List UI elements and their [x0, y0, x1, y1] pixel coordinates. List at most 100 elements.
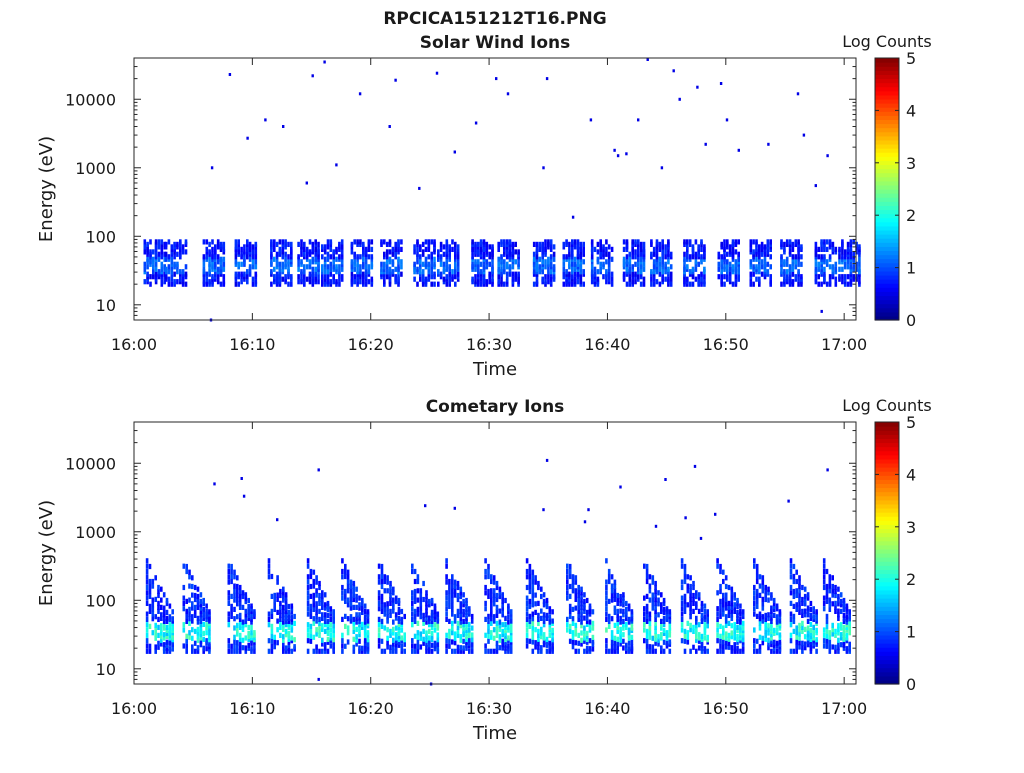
colorbar-segment — [875, 622, 899, 628]
heatmap-cell — [385, 249, 389, 255]
heatmap-cell — [495, 592, 499, 599]
heatmap-cell — [691, 281, 695, 287]
heatmap-cell — [531, 578, 535, 585]
heatmap-cell — [361, 648, 364, 654]
heatmap-cell — [241, 604, 245, 610]
heatmap-cell — [355, 612, 358, 618]
heatmap-cell — [202, 630, 205, 636]
heatmap-cell — [267, 611, 271, 617]
heatmap-cell — [377, 638, 381, 644]
heatmap-cell — [761, 575, 765, 581]
heatmap-cell — [605, 616, 608, 622]
colorbar-segment — [875, 512, 899, 517]
heatmap-cell — [501, 595, 504, 601]
heatmap-cell — [497, 274, 500, 280]
heatmap-cell — [792, 613, 796, 619]
heatmap-cell — [532, 241, 536, 247]
heatmap-cell — [736, 603, 739, 610]
heatmap-cell — [752, 239, 755, 245]
colorbar-segment — [875, 62, 899, 67]
heatmap-cell — [588, 619, 592, 625]
heatmap-cell — [719, 643, 722, 649]
heatmap-cell — [697, 274, 700, 280]
heatmap-cell — [791, 246, 795, 252]
heatmap-cell — [290, 241, 293, 247]
heatmap-cell — [184, 249, 188, 255]
heatmap-cell — [760, 259, 764, 265]
heatmap-cell — [528, 623, 532, 629]
heatmap-cell — [525, 627, 529, 633]
colorbar-segment — [875, 516, 899, 521]
heatmap-cell — [392, 590, 395, 596]
heatmap-cell — [842, 618, 846, 624]
heatmap-cell — [170, 274, 174, 280]
heatmap-cell — [202, 239, 206, 245]
heatmap-cell — [250, 608, 253, 615]
heatmap-cell — [433, 261, 436, 267]
y-tick-label: 1000 — [75, 523, 116, 542]
heatmap-cell — [311, 271, 315, 277]
heatmap-cell — [430, 624, 434, 630]
heatmap-cell — [400, 638, 404, 644]
heatmap-cell — [628, 276, 632, 282]
heatmap-cell — [610, 271, 614, 277]
heatmap-cell — [654, 580, 657, 587]
heatmap-cell — [662, 639, 666, 645]
heatmap-cell — [284, 612, 288, 618]
heatmap-cell — [413, 643, 417, 649]
heatmap-cell — [508, 249, 512, 255]
heatmap-cell — [306, 638, 310, 644]
heatmap-cell — [389, 612, 392, 618]
heatmap-cell — [238, 616, 242, 622]
heatmap-cell — [562, 261, 566, 267]
heatmap-cell — [323, 622, 327, 628]
heatmap-cell — [528, 568, 532, 575]
heatmap-cell — [730, 645, 734, 651]
colorbar-segment — [875, 303, 899, 309]
heatmap-cell — [315, 588, 318, 594]
heatmap-cell — [727, 620, 731, 626]
heatmap-cell — [654, 604, 657, 610]
heatmap-cell — [664, 254, 667, 260]
heatmap-cell — [767, 623, 770, 629]
heatmap-cell — [346, 574, 350, 580]
heatmap-cell — [366, 637, 370, 643]
heatmap-cell — [845, 624, 849, 630]
heatmap-cell — [660, 645, 663, 651]
heatmap-cell — [684, 516, 687, 520]
heatmap-cell — [318, 580, 321, 587]
heatmap-cell — [755, 276, 758, 282]
heatmap-cell — [361, 600, 364, 607]
heatmap-cell — [238, 644, 242, 650]
heatmap-cell — [391, 246, 395, 252]
heatmap-cell — [538, 256, 542, 262]
heatmap-cell — [839, 625, 843, 631]
heatmap-cell — [238, 604, 242, 610]
colorbar-tick-label: 3 — [906, 518, 916, 537]
heatmap-cell — [704, 142, 707, 146]
heatmap-cell — [222, 256, 226, 262]
colorbar-segment — [875, 229, 899, 235]
heatmap-cell — [657, 637, 660, 643]
heatmap-cell — [528, 588, 532, 595]
heatmap-cell — [403, 641, 406, 647]
heatmap-cell — [329, 271, 333, 277]
heatmap-cell — [695, 630, 698, 636]
heatmap-cell — [582, 241, 585, 247]
plot-frame — [133, 421, 857, 685]
heatmap-cell — [568, 246, 571, 252]
heatmap-cell — [185, 598, 188, 604]
heatmap-cell — [282, 619, 285, 625]
heatmap-cell — [734, 279, 738, 285]
heatmap-cell — [652, 281, 656, 287]
heatmap-cell — [366, 618, 370, 624]
heatmap-cell — [308, 279, 312, 285]
heatmap-cell — [411, 648, 414, 654]
heatmap-cell — [593, 271, 597, 277]
x-axis: 16:00 16:10 16:20 16:30 16:40 16:50 17:00 — [111, 58, 867, 354]
heatmap-cell — [315, 592, 318, 598]
heatmap-cell — [637, 274, 640, 280]
heatmap-cell — [323, 618, 327, 624]
heatmap-cell — [341, 574, 344, 580]
